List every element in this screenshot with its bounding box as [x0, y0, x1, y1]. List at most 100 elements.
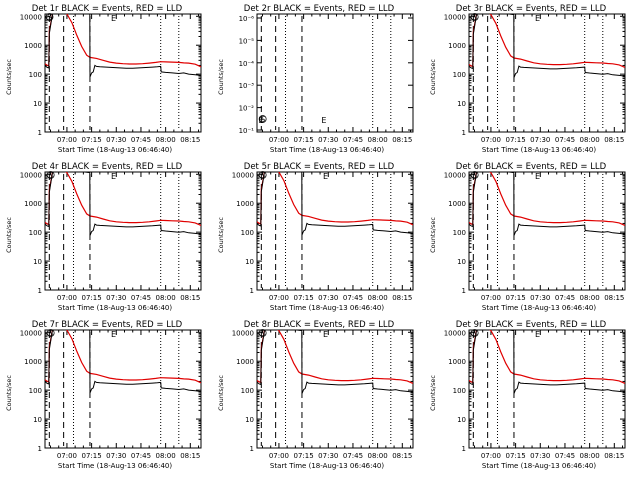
series-lld-line [45, 172, 201, 226]
x-tick-label: 07:45 [555, 136, 575, 144]
y-tick-label: 1000 [448, 358, 466, 366]
plot-frame [44, 171, 202, 291]
series-events-line [469, 330, 625, 394]
y-axis-label: Counts/sec [429, 59, 437, 95]
y-axis-label: Counts/sec [5, 59, 13, 95]
x-tick-label: 07:30 [530, 294, 550, 302]
x-tick-label: 07:00 [481, 294, 501, 302]
x-tick-label: 07:45 [343, 452, 363, 460]
y-tick-label: 10 [457, 416, 466, 424]
plot-frame [44, 13, 202, 133]
panel-title: Det 4r BLACK = Events, RED = LLD [32, 162, 183, 172]
x-tick-label: 07:30 [530, 452, 550, 460]
y-tick-label: 10000 [232, 171, 254, 179]
x-tick-label: 07:00 [481, 452, 501, 460]
y-tick-label: 10 [245, 258, 254, 266]
panel-det-5r: Det 5r BLACK = Events, RED = LLD Counts/s… [217, 162, 414, 312]
series-events-line [257, 330, 413, 394]
start-marker: S [48, 329, 53, 338]
x-axis-label: Start Time (18-Aug-13 06:46:40) [58, 462, 172, 470]
y-tick-label: 1000 [236, 358, 254, 366]
panel-det-1r: Det 1r BLACK = Events, RED = LLD Counts/s… [5, 4, 202, 154]
start-marker-circle [470, 13, 479, 21]
y-axis-label: Counts/sec [5, 375, 13, 411]
start-marker-circle [45, 13, 54, 21]
series-lld-line [469, 330, 625, 384]
x-tick-label: 08:00 [580, 452, 600, 460]
y-tick-label: 10 [457, 100, 466, 108]
y-tick-label: 100 [29, 387, 42, 395]
x-tick-label: 07:30 [530, 136, 550, 144]
panel-title: Det 6r BLACK = Events, RED = LLD [456, 162, 607, 172]
panel-det-7r: Det 7r BLACK = Events, RED = LLD Counts/s… [5, 320, 202, 470]
x-tick-label: 07:00 [269, 136, 289, 144]
series-lld-line [469, 14, 625, 68]
y-tick-label: 100 [453, 71, 466, 79]
x-tick-label: 08:00 [368, 136, 388, 144]
y-tick-label: 100 [29, 229, 42, 237]
y-tick-label: 10 [33, 100, 42, 108]
x-axis-label: Start Time (18-Aug-13 06:46:40) [270, 146, 384, 154]
x-axis-label: Start Time (18-Aug-13 06:46:40) [58, 304, 172, 312]
plot-frame [256, 171, 414, 291]
x-tick-label: 08:15 [604, 136, 624, 144]
end-marker: E [111, 330, 116, 339]
start-marker-circle [470, 329, 479, 337]
x-tick-label: 07:15 [506, 136, 526, 144]
x-tick-label: 07:00 [269, 452, 289, 460]
x-tick-label: 07:00 [481, 136, 501, 144]
y-tick-label: 10000 [20, 13, 42, 21]
start-marker-circle [258, 115, 267, 123]
series-lld-line [469, 172, 625, 226]
y-tick-label: 10⁻⁶ [239, 15, 255, 23]
x-tick-label: 07:15 [294, 294, 314, 302]
panel-title: Det 1r BLACK = Events, RED = LLD [32, 4, 183, 14]
plot-frame [256, 329, 414, 449]
x-axis-label: Start Time (18-Aug-13 06:46:40) [58, 146, 172, 154]
start-marker-circle [46, 329, 55, 337]
start-marker-circle [258, 329, 267, 337]
start-marker: S [260, 329, 265, 338]
y-tick-label: 1 [462, 129, 466, 137]
start-marker: S [472, 329, 477, 338]
y-tick-label: 1 [462, 445, 466, 453]
series-events-line [45, 14, 201, 78]
y-tick-label: 1 [250, 445, 254, 453]
y-tick-label: 1 [462, 287, 466, 295]
x-tick-label: 08:00 [580, 294, 600, 302]
start-marker: S [260, 115, 265, 124]
panel-det-3r: Det 3r BLACK = Events, RED = LLD Counts/s… [429, 4, 626, 154]
x-axis-label: Start Time (18-Aug-13 06:46:40) [270, 462, 384, 470]
y-tick-label: 100 [241, 387, 254, 395]
x-axis-label: Start Time (18-Aug-13 06:46:40) [482, 462, 596, 470]
start-marker: S [47, 13, 52, 22]
y-tick-label: 10⁻¹ [239, 127, 255, 135]
start-marker: S [260, 171, 265, 180]
x-tick-label: 07:45 [131, 136, 151, 144]
x-tick-label: 08:00 [156, 294, 176, 302]
start-marker-circle [258, 171, 267, 179]
end-marker: E [535, 330, 540, 339]
x-tick-label: 07:30 [318, 294, 338, 302]
panel-title: Det 3r BLACK = Events, RED = LLD [456, 4, 607, 14]
end-marker: E [323, 172, 328, 181]
x-tick-label: 08:15 [604, 294, 624, 302]
panel-det-8r: Det 8r BLACK = Events, RED = LLD Counts/s… [217, 320, 414, 470]
x-tick-label: 08:15 [604, 452, 624, 460]
series-events-line [45, 330, 201, 394]
panel-det-2r: Det 2r BLACK = Events, RED = LLD Counts/s… [217, 4, 414, 154]
y-tick-label: 10⁻⁵ [239, 37, 255, 45]
start-marker: S [472, 13, 477, 22]
series-lld-line [45, 14, 201, 68]
x-axis-label: Start Time (18-Aug-13 06:46:40) [270, 304, 384, 312]
x-tick-label: 08:00 [580, 136, 600, 144]
end-marker: E [535, 172, 540, 181]
x-tick-label: 08:15 [392, 136, 412, 144]
y-tick-label: 10⁻² [239, 105, 255, 113]
y-tick-label: 100 [241, 229, 254, 237]
end-marker: E [258, 116, 263, 125]
y-axis-label: Counts/sec [5, 217, 13, 253]
y-axis-label: Counts/sec [217, 375, 225, 411]
panel-title: Det 9r BLACK = Events, RED = LLD [456, 320, 607, 330]
panel-title: Det 2r BLACK = Events, RED = LLD [244, 4, 395, 14]
